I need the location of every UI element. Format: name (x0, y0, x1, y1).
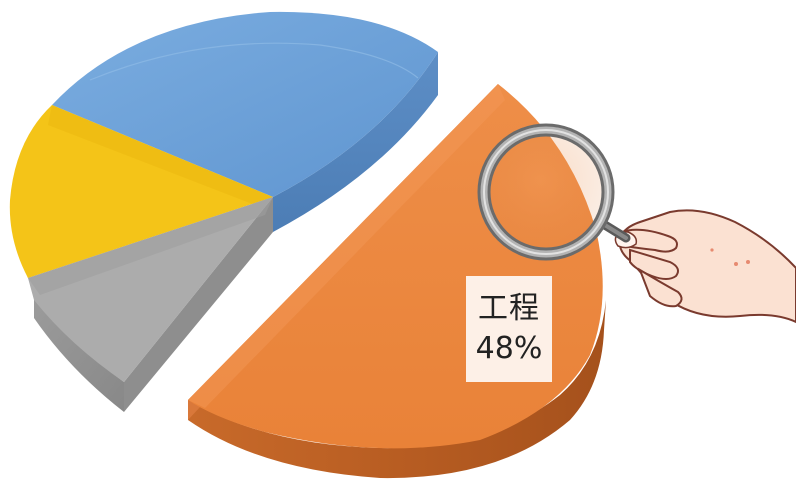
slice-blue (52, 11, 438, 198)
slice-side-blue (273, 52, 438, 232)
pie-body-main (9, 11, 438, 412)
slice-side-orange (188, 300, 606, 479)
slice-data-label: 工程 48% (466, 276, 552, 382)
slice-label-value: 48% (475, 331, 543, 366)
magnifying-glass-icon (477, 123, 631, 261)
hand-illustration (614, 209, 796, 324)
slice-label-name: 工程 (478, 291, 540, 326)
slice-gray (28, 197, 273, 382)
slice-yellow (9, 105, 274, 278)
